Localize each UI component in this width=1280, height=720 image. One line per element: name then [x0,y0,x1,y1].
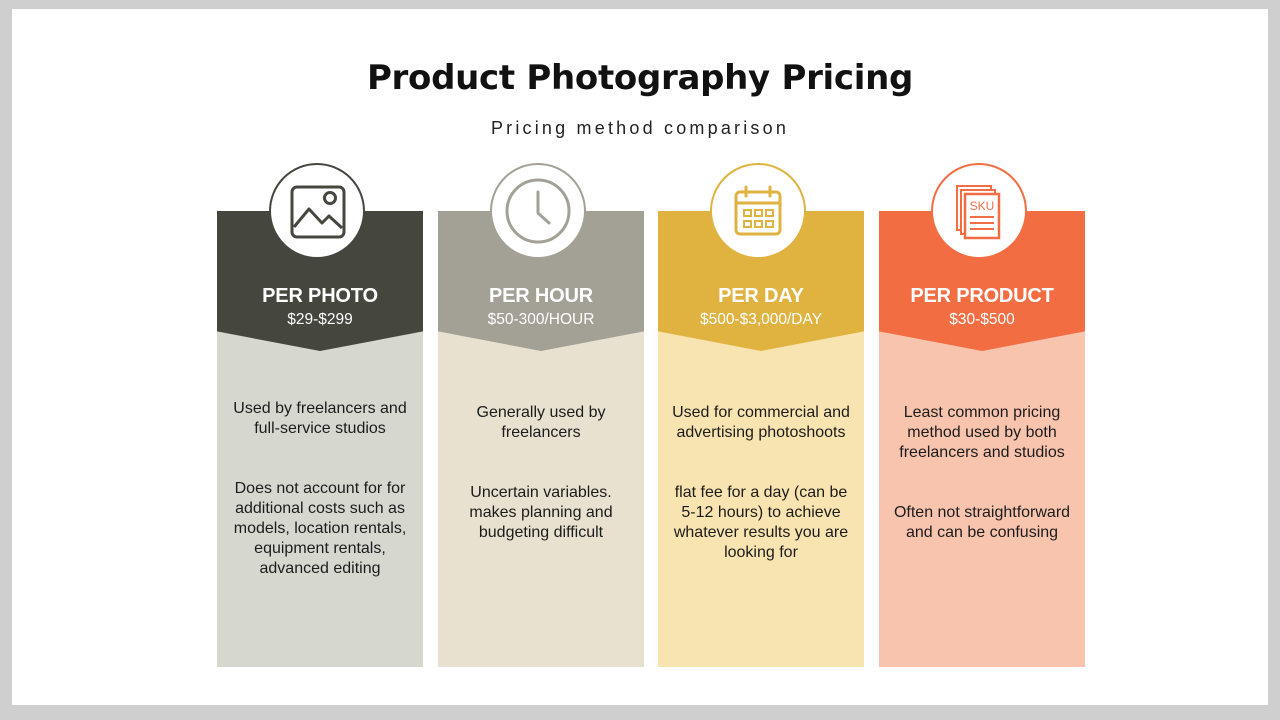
card-description-secondary: flat fee for a day (can be 5-12 hours) t… [673,484,849,561]
pricing-card-per-product: PER PRODUCT $30-$500 SKU Least common pr… [879,163,1085,667]
card-title: PER DAY [718,285,804,307]
page-subtitle: Pricing method comparison [490,118,790,138]
card-body [217,311,423,667]
pricing-card-per-day: PER DAY $500-$3,000/DAY Used for commerc… [658,163,864,667]
sku-document-icon: SKU [931,163,1027,259]
calendar-icon [710,163,806,259]
card-body [438,311,644,667]
card-body [658,311,864,667]
card-description-secondary: Does not account for for additional cost… [233,480,407,577]
card-title: PER PHOTO [262,285,378,307]
card-description-primary: Used for commercial and advertising phot… [672,404,850,441]
card-price: $500-$3,000/DAY [699,311,823,328]
pricing-card-per-photo: PER PHOTO $29-$299 Used by freelancers a… [217,163,423,667]
card-description-primary: Least common pricing method used by both… [899,404,1065,461]
card-description-secondary: Uncertain variables. makes planning and … [469,484,613,541]
card-title: PER HOUR [489,285,593,307]
card-body [879,311,1085,667]
image-icon [269,163,365,259]
pricing-card-per-hour: PER HOUR $50-300/HOUR Generally used by … [438,163,644,667]
card-price: $29-$299 [287,311,353,328]
svg-text:SKU: SKU [970,199,995,213]
card-description-primary: Generally used by freelancers [476,404,606,441]
clock-icon [490,163,586,259]
card-title: PER PRODUCT [910,285,1054,307]
card-description-secondary: Often not straightforward and can be con… [893,504,1071,541]
page-title: Product Photography Pricing [366,58,914,98]
card-price: $50-300/HOUR [487,311,595,328]
card-price: $30-$500 [949,311,1015,328]
card-description-primary: Used by freelancers and full-service stu… [233,400,407,437]
card-header: PER PHOTO $29-$299 [217,211,423,351]
